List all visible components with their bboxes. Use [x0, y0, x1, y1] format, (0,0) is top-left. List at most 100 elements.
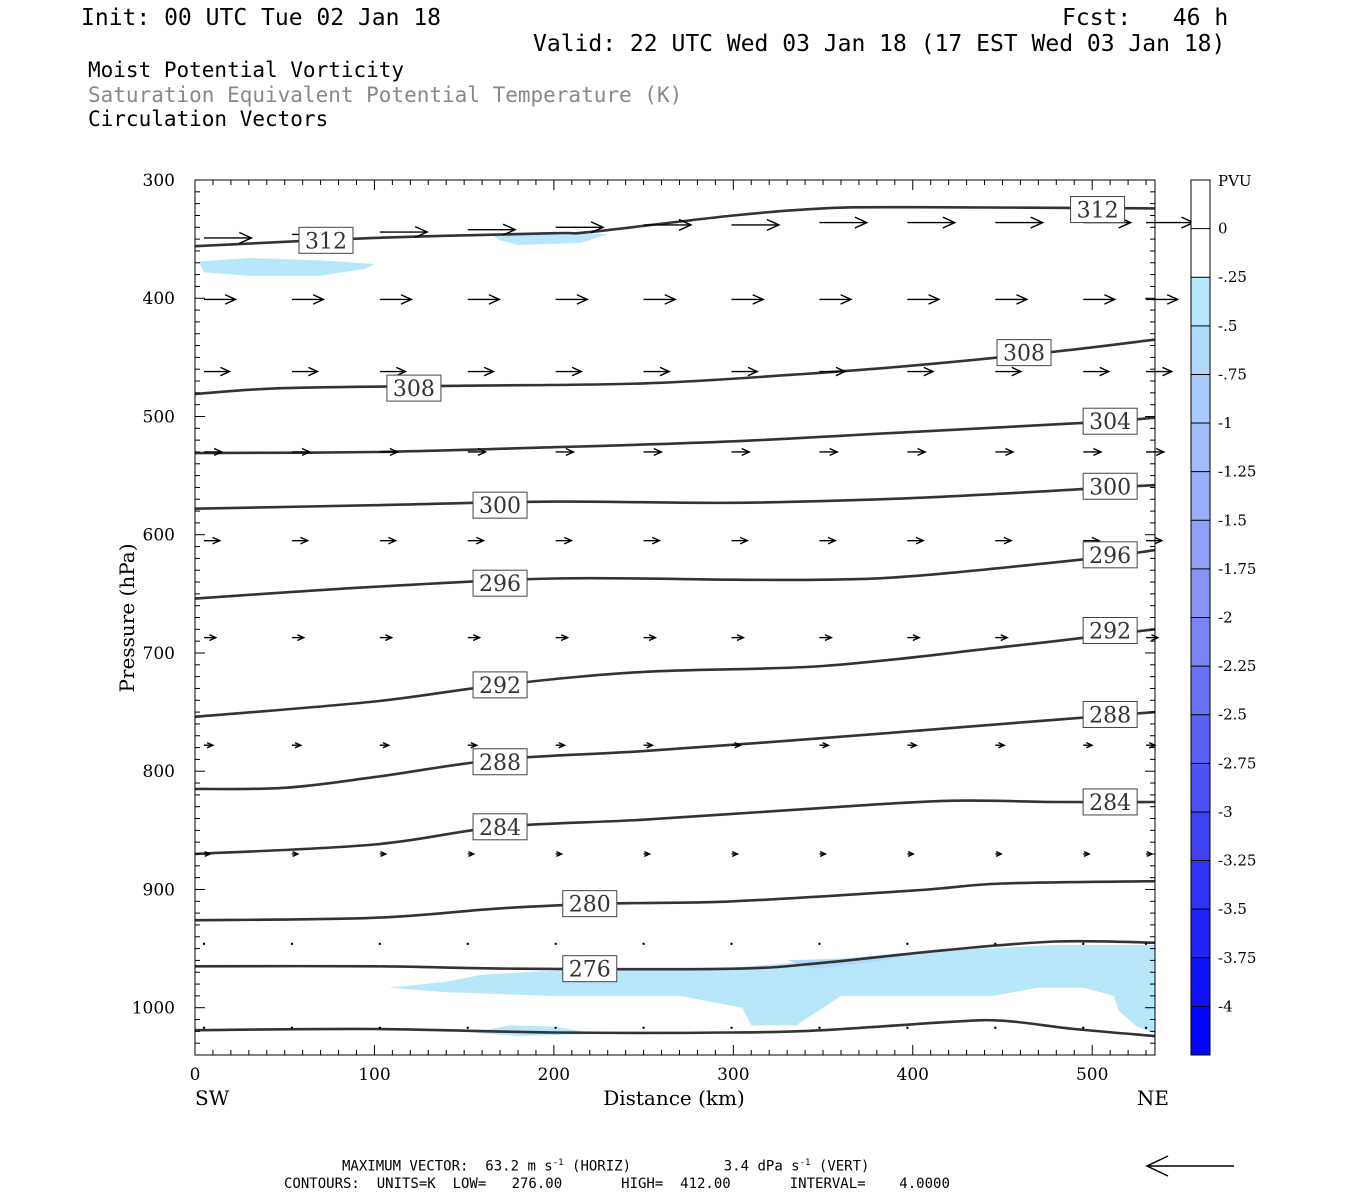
circulation-vector: [1083, 741, 1094, 749]
x-tick-label: 100: [358, 1065, 390, 1085]
colorbar-swatch: [1191, 325, 1210, 375]
contour-label-text: 288: [479, 751, 521, 776]
circulation-vector: [995, 536, 1013, 545]
colorbar-label: -1.5: [1218, 511, 1247, 529]
circulation-vector: [1083, 851, 1091, 857]
circulation-vector: [731, 536, 750, 545]
circulation-vector: [203, 634, 218, 642]
circulation-vector: [1146, 536, 1164, 545]
x-tick-label: 200: [538, 1065, 570, 1085]
max-vector-line: MAXIMUM VECTOR: 63.2 m s-1 (HORIZ) 3.4 d…: [342, 1159, 869, 1174]
circulation-vector: [1144, 1026, 1148, 1030]
circulation-vector: [731, 634, 746, 642]
theta-contour: [194, 1018, 1156, 1038]
contour-label-text: 292: [479, 674, 521, 699]
contour-label-box: [1082, 788, 1138, 816]
axis-layer: 300 400 500 600 700 800 900 1000 0 100 200 300 400 50…: [132, 171, 1155, 1085]
circulation-vector: [467, 366, 496, 377]
colorbar-label: -1: [1218, 414, 1233, 432]
circulation-vector: [643, 366, 671, 377]
circulation-vector: [642, 942, 645, 946]
y-axis-label: Pressure (hPa): [115, 544, 139, 693]
circulation-vector: [379, 851, 388, 857]
contour-label: 296: [472, 569, 528, 597]
colorbar-label: -3.25: [1218, 852, 1256, 870]
colorbar-swatch: [1191, 423, 1210, 472]
circulation-vector: [203, 366, 232, 377]
circulation-vector: [818, 1026, 821, 1030]
circulation-vector: [643, 294, 677, 305]
colorbar-swatch: [1191, 860, 1210, 910]
x-tick-label: 300: [717, 1065, 749, 1085]
contour-label: 300: [1082, 472, 1138, 500]
circulation-vector: [731, 851, 740, 857]
vector-layer: [202, 216, 1196, 1030]
circulation-vector: [643, 634, 658, 642]
circulation-vector: [1146, 741, 1157, 749]
circulation-vector: [203, 851, 212, 857]
circulation-vector: [995, 294, 1029, 305]
y-tick-label: 900: [143, 880, 175, 900]
colorbar-label: -.75: [1218, 365, 1247, 383]
colorbar-label: -2.25: [1218, 657, 1256, 675]
circulation-vector: [907, 366, 935, 377]
theta-contour: [194, 879, 1156, 922]
y-tick-label: 500: [143, 407, 175, 427]
circulation-vector: [554, 942, 557, 946]
colorbar-label: -1.75: [1218, 560, 1256, 578]
contour-label-text: 312: [305, 229, 347, 254]
max-horiz-exp: -1: [552, 1158, 564, 1168]
x-end-label-right: NE: [1137, 1086, 1169, 1110]
circulation-vector: [467, 294, 502, 305]
contour-label-text: 276: [569, 958, 611, 983]
theta-contour: [194, 710, 1156, 791]
circulation-vector: [730, 1026, 733, 1030]
circulation-vector: [731, 741, 743, 749]
colorbar-label: -.25: [1218, 268, 1247, 286]
colorbar-swatch: [1191, 568, 1210, 618]
theta-contour: [194, 548, 1156, 600]
circulation-vector: [643, 741, 655, 749]
y-tick-label: 400: [143, 289, 175, 309]
circulation-vector: [731, 447, 751, 457]
circulation-vector: [203, 741, 215, 749]
circulation-vector: [378, 1026, 382, 1030]
circulation-vector: [819, 366, 847, 377]
contour-label-text: 300: [479, 494, 521, 519]
contour-label-box: [562, 955, 618, 983]
circulation-vector: [378, 942, 382, 946]
contour-label-box: [472, 569, 528, 597]
contour-label-box: [472, 813, 528, 841]
colorbar-swatch: [1191, 374, 1210, 424]
max-vert-value: 3.4 dPa s: [723, 1158, 800, 1175]
contour-label-box: [1070, 196, 1126, 224]
contour-label: 276: [562, 955, 618, 983]
circulation-vector: [1146, 366, 1174, 377]
circulation-vector: [994, 1026, 997, 1030]
circulation-vector: [995, 366, 1023, 377]
theta-contour: [194, 939, 1156, 971]
contour-label-text: 280: [569, 893, 611, 918]
colorbar-label: -4: [1218, 997, 1233, 1015]
contour-label-text: 296: [479, 572, 521, 597]
y-tick-label: 800: [143, 762, 175, 782]
circulation-vector: [467, 741, 479, 749]
colorbar-label: 0: [1218, 220, 1228, 238]
circulation-vector: [555, 294, 589, 305]
circulation-vector: [202, 1026, 206, 1030]
pv-region: [787, 956, 904, 969]
pv-shading-layer: [198, 232, 1155, 1037]
forecast-hour: Fcst: 46 h: [1062, 5, 1229, 31]
circulation-vector: [203, 536, 222, 545]
init-time: Init: 00 UTC Tue 02 Jan 18: [81, 5, 442, 31]
circulation-vector: [467, 851, 476, 857]
circulation-vector: [555, 741, 567, 749]
colorbar-swatch: [1191, 957, 1210, 1007]
circulation-vector: [467, 634, 482, 642]
circulation-vector: [907, 294, 941, 305]
colorbar-swatch: [1191, 763, 1210, 812]
circulation-vector: [379, 225, 429, 239]
field-title-vectors: Circulation Vectors: [88, 107, 329, 131]
circulation-vector: [1083, 447, 1103, 457]
circulation-vector: [907, 216, 957, 229]
